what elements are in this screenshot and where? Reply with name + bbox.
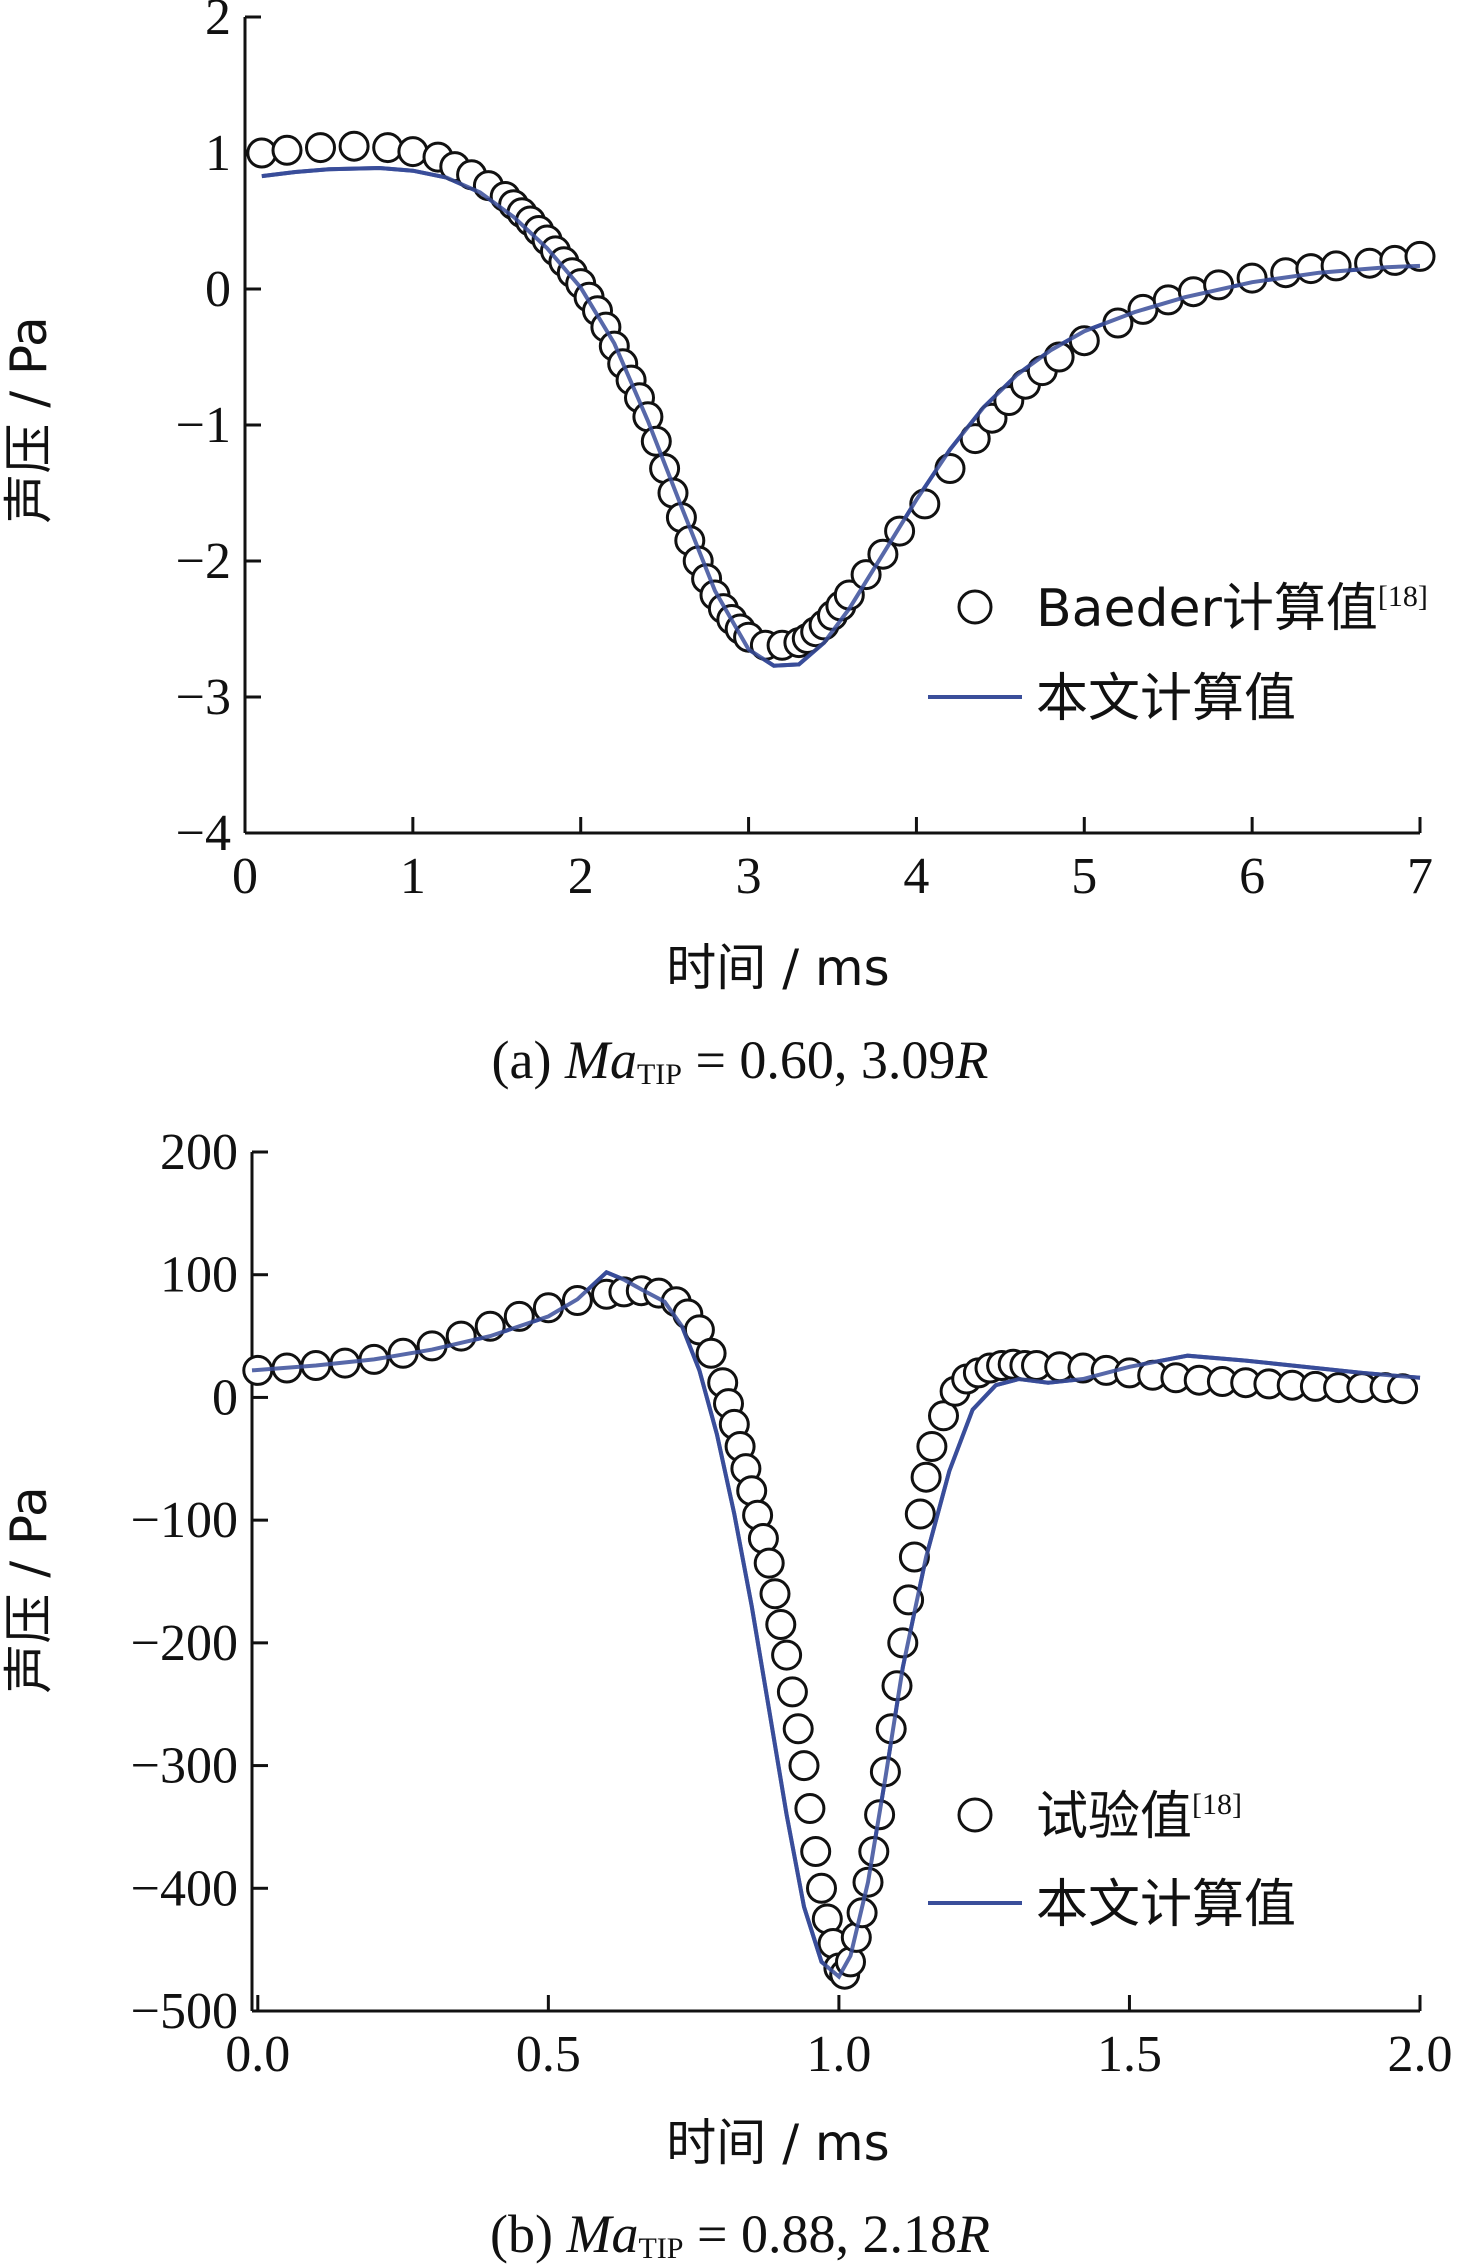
chart-a-xtick-label: 1 — [400, 848, 426, 905]
chart-b-xtick-label: 1.5 — [1097, 2026, 1162, 2083]
chart-b-data-point — [800, 1836, 832, 1867]
chart-a-data-point — [1320, 250, 1352, 282]
chart-b-legend-marker — [957, 1797, 993, 1833]
chart-b-data-point — [794, 1793, 826, 1824]
chart-b: 声压 / Pa 时间 / ms (b) MaTIP = 0.88, 2.18R … — [0, 1124, 1453, 2265]
chart-a-series-line-overlay — [261, 165, 1421, 668]
chart-a: 声压 / Pa 时间 / ms (a) MaTIP = 0.60, 3.09R … — [0, 0, 1436, 1091]
chart-b-data-point — [753, 1547, 785, 1579]
chart-a-ytick-label: −3 — [176, 669, 231, 726]
chart-b-data-point — [771, 1639, 803, 1671]
chart-b-legend-label-1: 本文计算值 — [1036, 1875, 1296, 1935]
chart-b-ytick-label: −300 — [131, 1738, 238, 1795]
chart-b-xlabel: 时间 / ms — [666, 2114, 889, 2172]
chart-a-xtick-label: 6 — [1239, 848, 1265, 905]
chart-a-xtick-label: 5 — [1071, 848, 1097, 905]
chart-a-data-point — [372, 132, 404, 164]
chart-b-data-point — [788, 1750, 820, 1782]
chart-b-ylabel: 声压 / Pa — [0, 1486, 58, 1693]
chart-a-legend-label-0: Baeder计算值[18] — [1036, 579, 1428, 639]
chart-a-legend-marker — [957, 589, 993, 625]
chart-b-data-point — [806, 1872, 837, 1904]
chart-b-xtick-label: 1.0 — [806, 2026, 871, 2083]
chart-a-caption: (a) MaTIP = 0.60, 3.09R — [492, 1030, 989, 1091]
chart-b-ytick-label: 0 — [212, 1369, 238, 1426]
chart-a-data-point — [1404, 240, 1436, 272]
chart-a-data-point — [1270, 257, 1302, 289]
chart-a-xtick-label: 3 — [736, 848, 762, 905]
chart-b-data-point — [887, 1627, 919, 1659]
chart-a-xtick-label: 0 — [232, 848, 258, 905]
chart-a-data-point — [338, 130, 370, 162]
chart-a-data-point — [1354, 247, 1386, 279]
chart-a-data-point — [934, 453, 966, 484]
chart-b-ytick-label: −400 — [131, 1860, 238, 1917]
chart-b-ytick-label: 100 — [160, 1247, 238, 1304]
chart-b-ytick-label: −100 — [131, 1492, 238, 1549]
chart-b-data-point — [765, 1609, 797, 1640]
chart-a-ytick-label: −2 — [176, 533, 231, 590]
chart-a-xtick-label: 2 — [568, 848, 594, 905]
chart-b-xtick-label: 2.0 — [1388, 2026, 1453, 2083]
chart-a-legend: Baeder计算值[18] 本文计算值 — [928, 579, 1428, 729]
chart-a-data-point — [1203, 269, 1235, 301]
chart-b-data-point — [695, 1337, 727, 1369]
chart-a-ytick-label: −4 — [176, 805, 231, 862]
chart-b-data-point — [898, 1541, 930, 1573]
chart-a-xtick-label: 7 — [1407, 848, 1433, 905]
chart-b-ytick-label: −500 — [131, 1983, 238, 2040]
chart-a-ytick-label: 0 — [205, 261, 231, 318]
chart-b-data-point — [759, 1578, 791, 1610]
chart-b-xtick-label: 0.5 — [516, 2026, 581, 2083]
chart-b-data-point — [910, 1461, 942, 1493]
chart-a-ytick-label: 1 — [205, 125, 231, 182]
chart-a-data-point — [1295, 253, 1327, 285]
chart-b-ytick-label: −200 — [131, 1615, 238, 1672]
chart-b-data-point — [776, 1676, 808, 1708]
chart-b-legend-label-0: 试验值[18] — [1036, 1787, 1242, 1847]
chart-a-xtick-label: 4 — [903, 848, 929, 905]
chart-a-data-point — [1379, 244, 1411, 276]
chart-a-data-point — [397, 136, 429, 168]
chart-b-caption: (b) MaTIP = 0.88, 2.18R — [490, 2204, 990, 2265]
chart-a-data-point — [1236, 262, 1268, 294]
chart-b-xtick-label: 0.0 — [225, 2026, 290, 2083]
chart-a-data-point — [305, 132, 336, 164]
chart-a-ylabel: 声压 / Pa — [0, 316, 58, 523]
chart-a-xlabel: 时间 / ms — [666, 939, 889, 997]
chart-b-series-line-overlay — [251, 1269, 1421, 1980]
chart-b-legend: 试验值[18] 本文计算值 — [928, 1787, 1296, 1935]
chart-a-legend-label-1: 本文计算值 — [1036, 669, 1296, 729]
chart-a-ytick-label: 2 — [205, 0, 231, 46]
chart-b-data-point — [928, 1400, 959, 1432]
chart-b-ytick-label: 200 — [160, 1124, 238, 1181]
chart-b-data-point — [916, 1431, 948, 1462]
chart-a-data-point — [246, 137, 278, 169]
chart-a-ytick-label: −1 — [176, 397, 231, 454]
chart-b-data-point — [904, 1498, 936, 1530]
chart-b-data-point — [782, 1713, 814, 1745]
chart-a-data-point — [271, 134, 303, 166]
